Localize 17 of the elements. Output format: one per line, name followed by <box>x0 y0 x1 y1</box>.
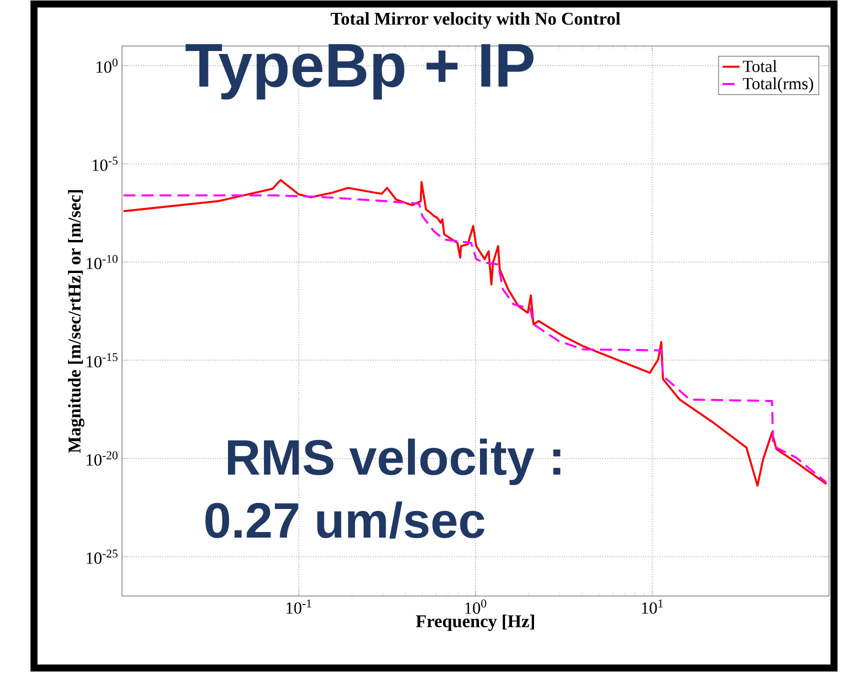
y-tick-label: 10$^{-5}$ <box>92 156 118 171</box>
annotation: RMS velocity : <box>228 438 560 486</box>
annotation: 0.27 um/sec <box>205 502 484 539</box>
y-tick-label: 10$^{0}$ <box>96 58 118 73</box>
x-tick-label: 10$^{0}$ <box>465 600 486 614</box>
y-tick-label: 10$^{-25}$ <box>86 550 118 564</box>
legend-label: Total(rms) <box>742 77 814 93</box>
x-tick-label: 10$^{-1}$ <box>286 600 312 614</box>
x-axis-title: Frequency [Hz] <box>416 614 534 631</box>
annotation: TypeBp + IP <box>186 44 534 100</box>
x-tick-label: 10$^{1}$ <box>642 600 663 614</box>
chart-title: Total Mirror velocity with No Control <box>330 12 620 29</box>
y-axis-title: Magnitude [m/sec/rtHz] or [m/sec] <box>68 190 84 453</box>
y-tick-label: 10$^{-10}$ <box>86 254 118 270</box>
legend-label: Total <box>742 60 777 72</box>
y-tick-label: 10$^{-20}$ <box>86 451 118 466</box>
y-tick-label: 10$^{-15}$ <box>86 353 118 368</box>
